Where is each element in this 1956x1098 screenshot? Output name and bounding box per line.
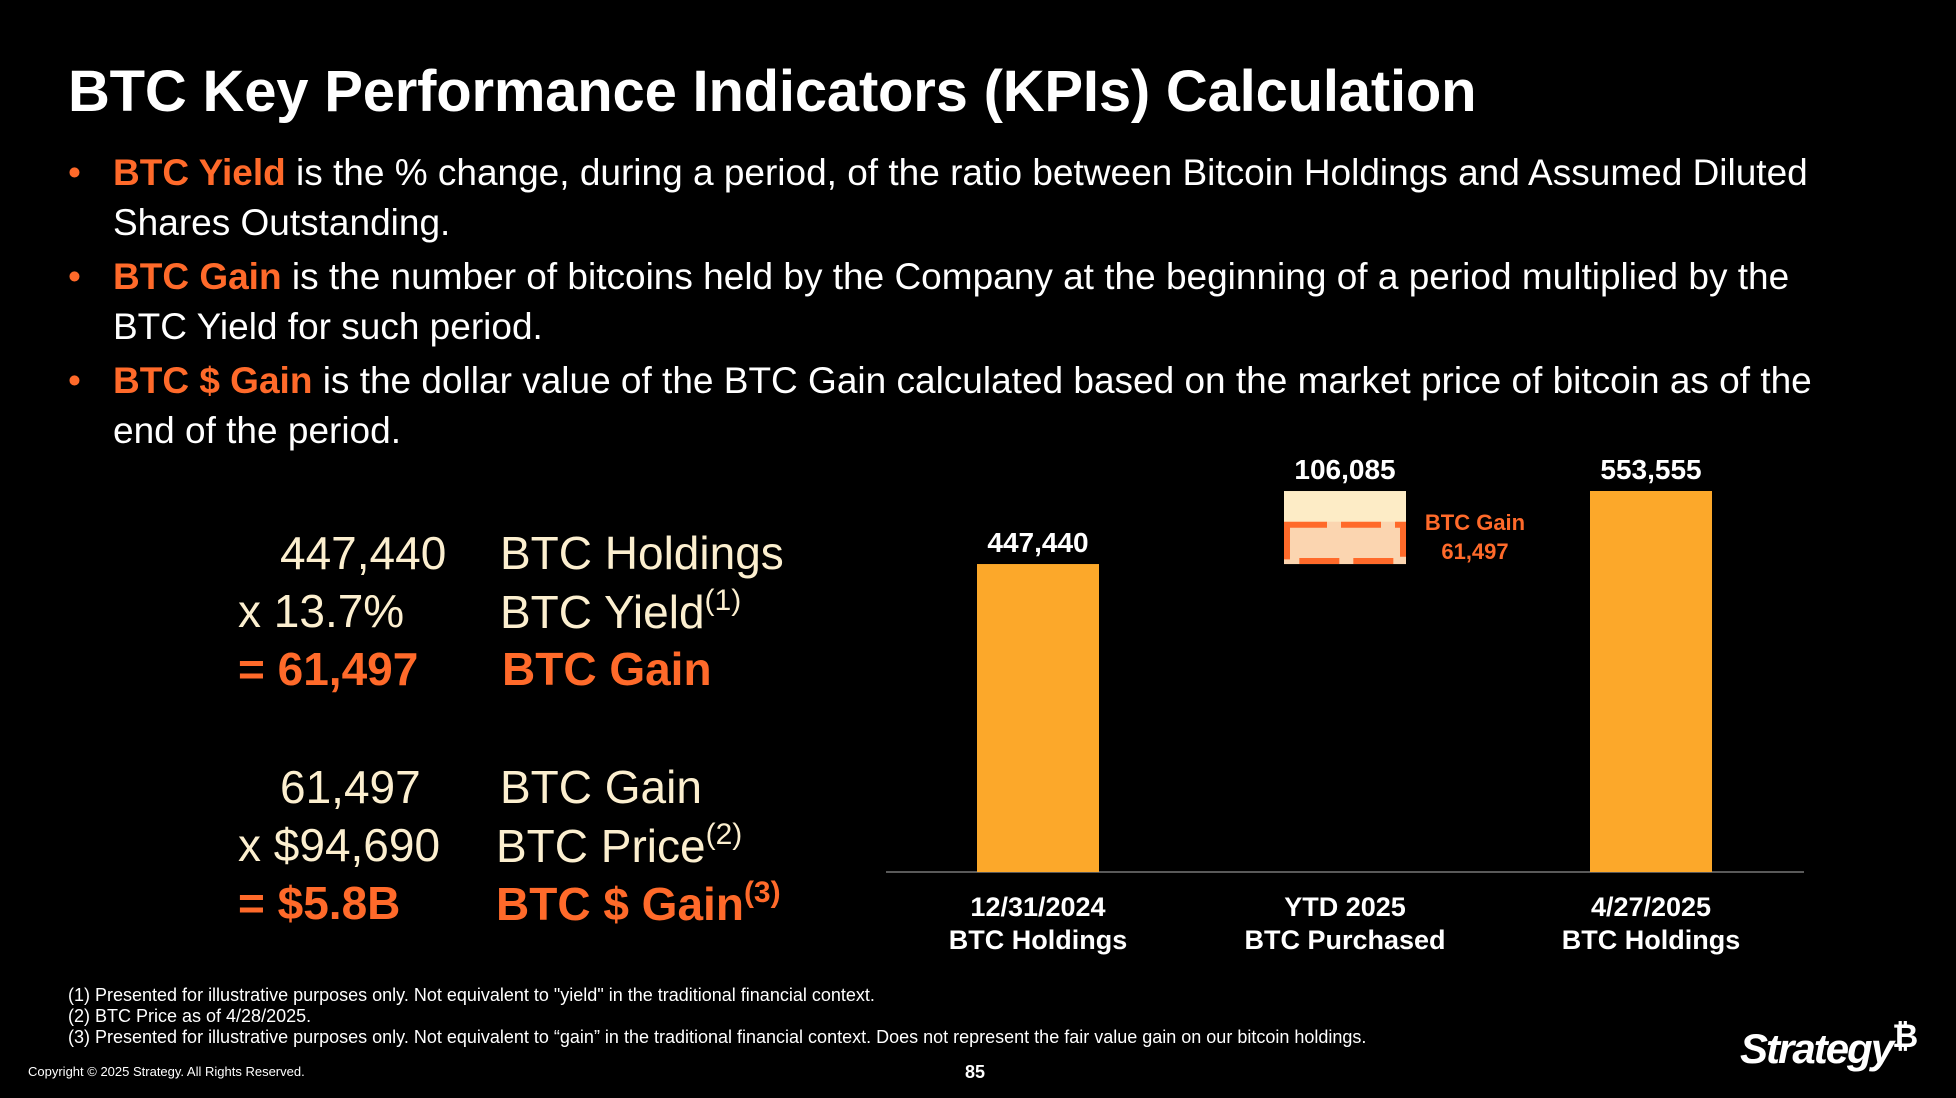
copyright-notice: Copyright © 2025 Strategy. All Rights Re… xyxy=(28,1064,305,1079)
footnote-ref: (2) xyxy=(705,818,743,851)
bar-start-holdings xyxy=(977,564,1099,872)
calc1-yield-value: x 13.7% xyxy=(238,585,405,637)
calc2-price-value: x $94,690 xyxy=(238,819,441,871)
page-number: 85 xyxy=(965,1062,986,1082)
calc1-yield-label: BTC Yield(1) xyxy=(500,584,742,638)
calc1-holdings-value: 447,440 xyxy=(280,527,447,579)
data-label-end-holdings: 553,555 xyxy=(1600,454,1701,485)
bar-end-holdings xyxy=(1590,491,1712,872)
calc2-dollar-gain-label: BTC $ Gain(3) xyxy=(496,876,781,930)
footnote-1: (1) Presented for illustrative purposes … xyxy=(68,985,875,1005)
bullet-dot: • xyxy=(68,360,81,401)
definition-btc-gain: is the number of bitcoins held by the Co… xyxy=(113,256,1790,347)
calc2-gain-value: 61,497 xyxy=(280,761,421,813)
gain-highlight xyxy=(1284,521,1406,565)
footnote-3: (3) Presented for illustrative purposes … xyxy=(68,1027,1367,1047)
bitcoin-icon: ₿ xyxy=(1892,1018,1918,1054)
gain-annotation-label: BTC Gain xyxy=(1425,510,1525,535)
term-btc-yield: BTC Yield xyxy=(113,152,286,193)
gain-annotation-value: 61,497 xyxy=(1441,539,1508,564)
term-btc-dollar-gain: BTC $ Gain xyxy=(113,360,313,401)
gain-outline xyxy=(1284,521,1406,565)
footnote-2: (2) BTC Price as of 4/28/2025. xyxy=(68,1006,312,1026)
calc1-holdings-label: BTC Holdings xyxy=(500,527,784,579)
category-label-line1: 12/31/2024 xyxy=(970,892,1105,922)
category-label-line1: 4/27/2025 xyxy=(1591,892,1711,922)
bullet-dot: • xyxy=(68,152,81,193)
category-label-line2: BTC Purchased xyxy=(1244,925,1445,955)
footnotes: (1) Presented for illustrative purposes … xyxy=(68,985,1366,1048)
calc2-gain-label: BTC Gain xyxy=(500,761,702,813)
strategy-logo: Strategy₿ xyxy=(1740,1018,1918,1072)
data-label-start-holdings: 447,440 xyxy=(987,527,1088,558)
calc2-dollar-gain-value: = $5.8B xyxy=(238,877,401,929)
bullet-dot: • xyxy=(68,256,81,297)
calc1-gain-value: = 61,497 xyxy=(238,643,419,695)
page-title: BTC Key Performance Indicators (KPIs) Ca… xyxy=(68,59,1477,124)
bullet-btc-dollar-gain: • BTC $ Gain is the dollar value of the … xyxy=(68,356,1868,456)
term-btc-gain: BTC Gain xyxy=(113,256,282,297)
calc2-price-label: BTC Price(2) xyxy=(496,818,743,872)
definition-btc-dollar-gain: is the dollar value of the BTC Gain calc… xyxy=(113,360,1812,451)
calc1-gain-label: BTC Gain xyxy=(502,643,712,695)
category-label-line2: BTC Holdings xyxy=(949,925,1127,955)
footnote-ref: (1) xyxy=(704,584,742,617)
definition-list: • BTC Yield is the % change, during a pe… xyxy=(68,148,1868,460)
footnote-ref: (3) xyxy=(743,876,781,909)
bullet-btc-gain: • BTC Gain is the number of bitcoins hel… xyxy=(68,252,1868,352)
data-label-purchased: 106,085 xyxy=(1294,454,1395,485)
category-label-line2: BTC Holdings xyxy=(1562,925,1740,955)
definition-btc-yield: is the % change, during a period, of the… xyxy=(113,152,1808,243)
category-label-line1: YTD 2025 xyxy=(1284,892,1406,922)
bullet-btc-yield: • BTC Yield is the % change, during a pe… xyxy=(68,148,1868,248)
